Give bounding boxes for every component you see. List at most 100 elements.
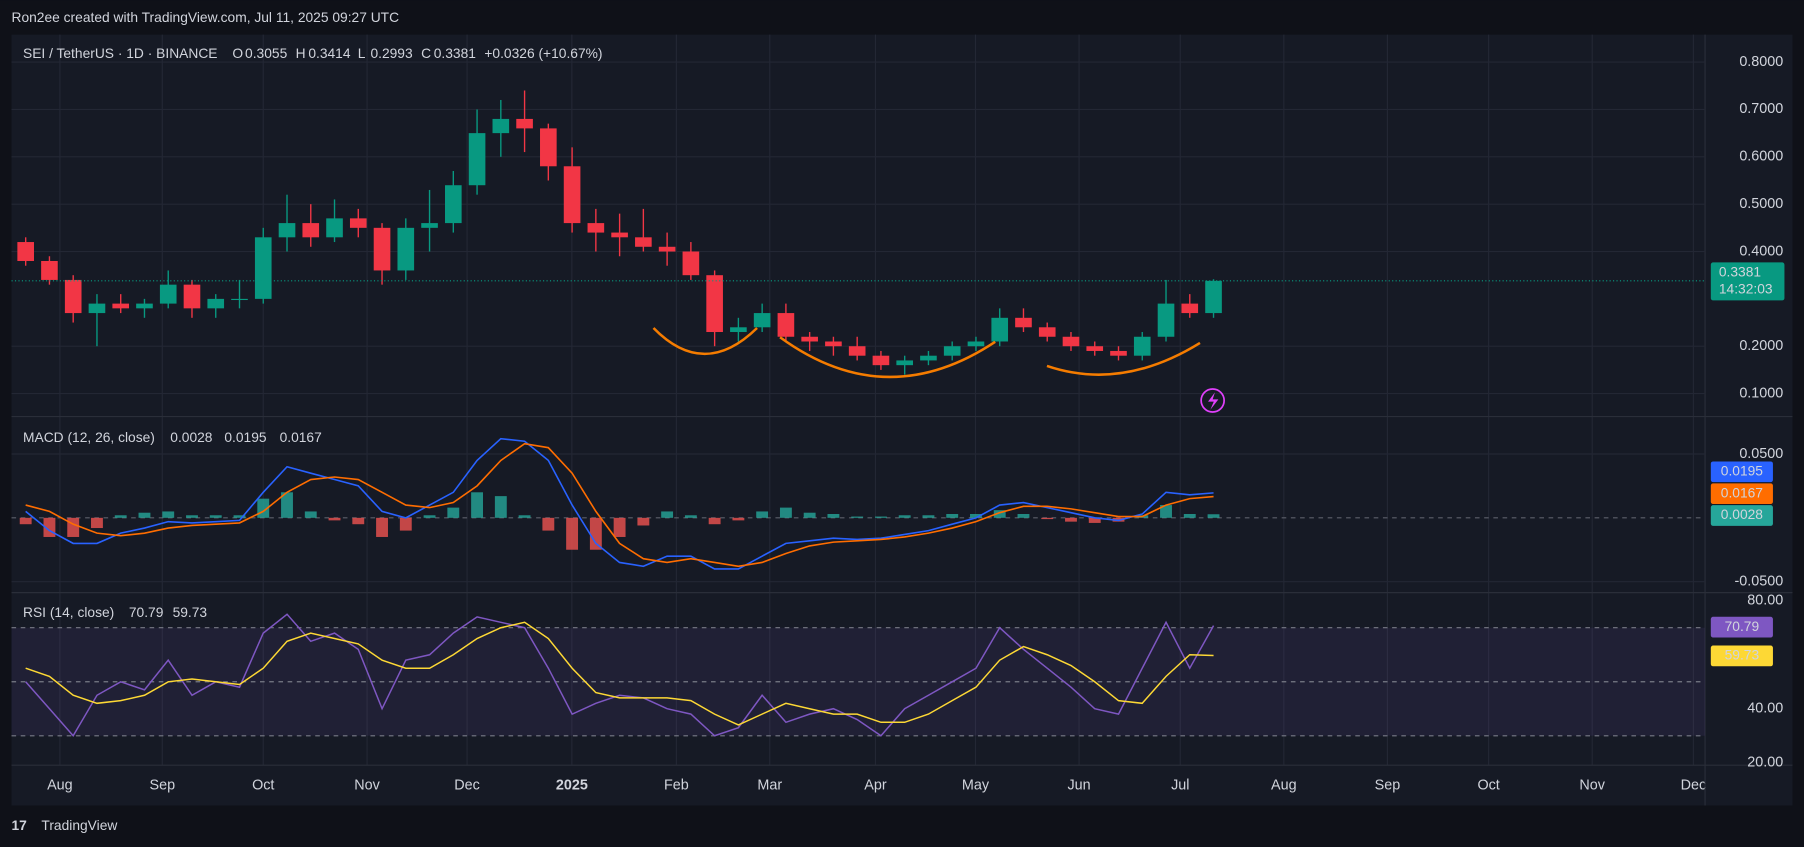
- candle-body: [492, 118, 510, 134]
- y-tick-label: 0.6000: [1739, 149, 1783, 165]
- histogram-bar: [304, 511, 317, 518]
- candle-body: [682, 251, 700, 276]
- histogram-bar: [352, 517, 365, 525]
- histogram-bar: [803, 512, 816, 518]
- candle-body: [943, 346, 961, 356]
- histogram-bar: [91, 517, 103, 529]
- legend-value: 70.79: [129, 605, 164, 620]
- candle-body: [254, 237, 272, 299]
- histogram-bar: [162, 511, 175, 518]
- x-tick-label: Sep: [149, 778, 175, 794]
- candle-body: [658, 246, 676, 252]
- histogram-bar: [471, 492, 484, 518]
- symbol-title: SEI / TetherUS · 1D · BINANCE: [23, 46, 218, 61]
- histogram-bar: [1160, 505, 1172, 518]
- histogram-bar: [19, 517, 32, 525]
- histogram-bar: [1041, 517, 1054, 520]
- legend-value: 59.73: [173, 605, 208, 620]
- candle-body: [516, 118, 533, 129]
- candle-body: [444, 185, 462, 224]
- histogram-bar: [1065, 517, 1077, 522]
- countdown: 14:32:03: [1719, 282, 1773, 297]
- footer-text: TradingView: [41, 818, 117, 833]
- value-badge: [1710, 616, 1773, 638]
- ohlc-value: 0.3381: [434, 46, 476, 61]
- indicator-title: MACD (12, 26, close): [23, 430, 155, 445]
- histogram-bar: [993, 510, 1006, 518]
- candle-body: [611, 232, 628, 238]
- histogram-bar: [423, 515, 436, 518]
- histogram-bar: [542, 517, 555, 531]
- histogram-bar: [233, 515, 246, 518]
- y-tick-label: 0.0500: [1739, 446, 1783, 462]
- histogram-bar: [566, 517, 579, 550]
- histogram-bar: [281, 492, 293, 518]
- y-tick-label: 0.5000: [1739, 196, 1783, 212]
- x-tick-label: Nov: [1579, 778, 1605, 794]
- histogram-bar: [209, 515, 222, 518]
- candle-body: [848, 346, 866, 356]
- histogram-bar: [708, 517, 721, 525]
- candle-body: [373, 227, 391, 271]
- value-badge-label: 0.0167: [1721, 485, 1763, 500]
- ohlc-value: 0.3055: [245, 46, 288, 61]
- credit: Ron2ee created with TradingView.com, Jul…: [12, 10, 400, 25]
- histogram-bar: [827, 513, 840, 518]
- histogram-bar: [922, 515, 935, 518]
- y-tick-label: -0.0500: [1735, 573, 1784, 589]
- histogram-bar: [589, 517, 602, 550]
- y-tick-label: 0.4000: [1739, 243, 1783, 259]
- value-badge-label: 59.73: [1725, 648, 1760, 663]
- candle-body: [1181, 303, 1199, 314]
- candle-body: [326, 218, 343, 238]
- histogram-bar: [661, 511, 674, 518]
- x-tick-label: Feb: [664, 778, 689, 794]
- arc: [779, 336, 996, 379]
- x-tick-label: Dec: [454, 778, 480, 794]
- histogram-bar: [257, 498, 270, 518]
- indicator-title: RSI (14, close): [23, 605, 114, 620]
- candle-body: [540, 128, 557, 167]
- x-tick-label: Aug: [47, 778, 73, 794]
- candle-body: [136, 303, 153, 309]
- last-price-badge: [1710, 262, 1785, 301]
- arc: [1046, 341, 1201, 376]
- candle-body: [88, 303, 106, 314]
- candle-body: [896, 360, 914, 366]
- icon-bolt: [1208, 392, 1219, 410]
- candle-body: [159, 284, 177, 304]
- y-tick-label: 40.00: [1747, 701, 1783, 717]
- histogram-bar: [874, 516, 887, 518]
- footer-logo: 17 TradingView: [12, 818, 118, 833]
- logo-mark: 17: [12, 818, 28, 833]
- histogram-bar: [399, 517, 412, 531]
- histogram-bar: [376, 517, 388, 537]
- candle-body: [1062, 336, 1080, 347]
- y-tick-label: 0.7000: [1739, 101, 1783, 117]
- alert-icon: [1200, 388, 1226, 413]
- x-tick-label: Aug: [1271, 778, 1297, 794]
- plot-layer: Aug Sep Oct Nov Dec 2025 Feb Mar Apr May Jun Jul Aug…: [11, 34, 1793, 806]
- candle-body: [207, 298, 225, 309]
- candle-body: [183, 284, 201, 309]
- histogram-bar: [779, 507, 792, 518]
- rsi-line: [25, 613, 1215, 738]
- ohlc-label: H: [296, 46, 306, 61]
- histogram-bar: [898, 515, 911, 518]
- y-tick-label: 80.00: [1747, 593, 1783, 609]
- candle-body: [1157, 303, 1175, 337]
- last-price-label: 0.3381: [1719, 264, 1761, 279]
- candle-body: [278, 223, 296, 238]
- x-tick-label: Jul: [1171, 778, 1189, 794]
- histogram-bar: [447, 507, 460, 518]
- histogram-bar: [613, 517, 626, 537]
- histogram-bar: [138, 512, 151, 518]
- y-tick-label: 20.00: [1747, 755, 1783, 771]
- value-badge-label: 70.79: [1725, 619, 1760, 634]
- histogram-bar: [732, 517, 745, 521]
- candle-body: [421, 223, 438, 228]
- x-tick-label: Mar: [757, 778, 782, 794]
- histogram-bar: [1017, 513, 1030, 518]
- ohlc-label: O: [232, 46, 243, 61]
